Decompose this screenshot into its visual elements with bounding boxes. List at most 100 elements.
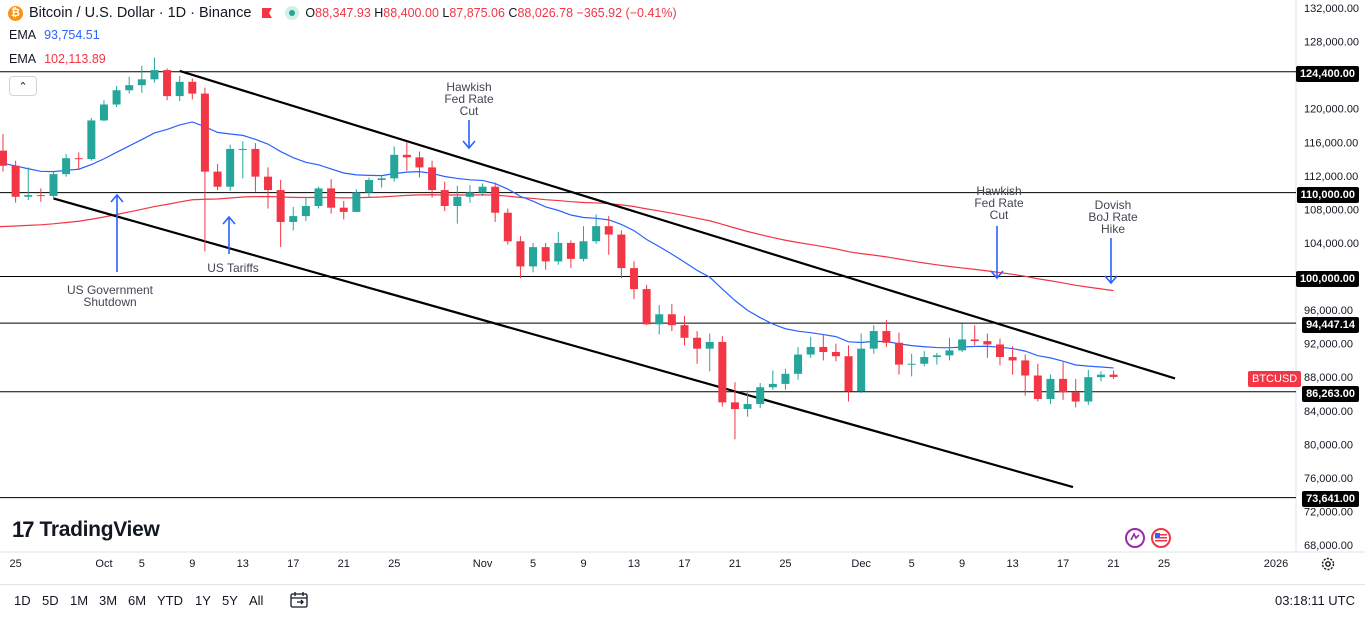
candle[interactable] (781, 368, 790, 390)
candle[interactable] (402, 142, 411, 171)
candle[interactable] (112, 86, 121, 108)
price-chart[interactable]: 132,000.00128,000.00124,000.00120,000.00… (0, 0, 1365, 584)
timeframe-all[interactable]: All (249, 593, 264, 608)
ema-fast-legend[interactable]: EMA 93,754.51 (9, 28, 100, 42)
candle[interactable] (945, 337, 954, 361)
candle[interactable] (200, 87, 209, 252)
candle[interactable] (175, 75, 184, 102)
candle[interactable] (150, 57, 159, 83)
candle[interactable] (794, 346, 803, 380)
candle[interactable] (377, 175, 386, 188)
candle[interactable] (440, 181, 449, 212)
candle[interactable] (74, 152, 83, 170)
candle[interactable] (579, 226, 588, 262)
market-status-icon[interactable] (285, 6, 300, 20)
candle[interactable] (1109, 370, 1118, 379)
timeframe-5d[interactable]: 5D (42, 593, 59, 608)
candle[interactable] (1021, 354, 1030, 396)
candle[interactable] (327, 179, 336, 214)
candle[interactable] (869, 325, 878, 354)
candle[interactable] (415, 151, 424, 178)
annotation-shutdown[interactable]: US Government Shutdown (66, 283, 154, 309)
candle[interactable] (932, 352, 941, 365)
candle[interactable] (566, 240, 575, 269)
candle[interactable] (1059, 362, 1068, 400)
timeframe-3m[interactable]: 3M (99, 593, 118, 608)
event-badges[interactable] (1124, 527, 1174, 549)
candle[interactable] (806, 336, 815, 358)
candle[interactable] (895, 332, 904, 375)
candle[interactable] (87, 117, 96, 161)
collapse-legend-button[interactable]: ⌃ (9, 76, 37, 96)
tradingview-logo[interactable]: 17 TradingView (12, 517, 160, 543)
candle[interactable] (995, 338, 1004, 366)
annotation-boj-hike[interactable]: Dovish BoJ Rate Hike (1088, 198, 1138, 236)
candle[interactable] (983, 333, 992, 358)
candle[interactable] (844, 345, 853, 402)
candle[interactable] (705, 333, 714, 372)
candle[interactable] (617, 230, 626, 279)
candle[interactable] (592, 214, 601, 244)
candle[interactable] (907, 353, 916, 377)
utc-clock[interactable]: 03:18:11 UTC (1275, 593, 1355, 608)
candle[interactable] (730, 382, 739, 440)
candle[interactable] (49, 170, 58, 198)
candle[interactable] (0, 133, 7, 172)
calendar-icon[interactable] (289, 590, 309, 610)
candle[interactable] (831, 343, 840, 362)
candle[interactable] (1084, 369, 1093, 405)
candle[interactable] (24, 167, 33, 201)
candle[interactable] (882, 320, 891, 347)
candle[interactable] (213, 164, 222, 191)
candle[interactable] (11, 160, 20, 203)
candle[interactable] (503, 208, 512, 245)
ema-slow-legend[interactable]: EMA 102,113.89 (9, 52, 106, 66)
candle[interactable] (264, 167, 273, 209)
candle[interactable] (163, 68, 172, 101)
candle[interactable] (137, 65, 146, 93)
candle[interactable] (478, 183, 487, 196)
candle[interactable] (364, 177, 373, 197)
candle[interactable] (541, 242, 550, 270)
candle[interactable] (630, 261, 638, 300)
candle[interactable] (819, 334, 828, 361)
candle[interactable] (314, 186, 323, 209)
candle[interactable] (516, 236, 525, 279)
timeframe-6m[interactable]: 6M (128, 593, 147, 608)
candle[interactable] (857, 333, 866, 394)
candle[interactable] (604, 216, 613, 255)
candle[interactable] (301, 197, 310, 222)
candle[interactable] (36, 188, 45, 202)
candle[interactable] (99, 100, 108, 122)
candle[interactable] (756, 383, 765, 409)
candle[interactable] (718, 336, 727, 407)
candle[interactable] (1008, 346, 1017, 375)
candle[interactable] (251, 143, 260, 192)
candle[interactable] (768, 370, 777, 390)
annotation-tariffs[interactable]: US Tariffs (207, 261, 259, 275)
candle[interactable] (920, 351, 929, 367)
candle[interactable] (554, 232, 563, 265)
gear-icon[interactable] (1320, 556, 1336, 572)
candle[interactable] (289, 206, 298, 231)
symbol-title[interactable]: Bitcoin / U.S. Dollar · 1D · Binance (29, 5, 252, 21)
candle[interactable] (529, 242, 538, 273)
candle[interactable] (226, 144, 235, 191)
candle[interactable] (238, 141, 247, 179)
candle[interactable] (453, 185, 462, 224)
candle[interactable] (188, 78, 197, 100)
candle[interactable] (693, 331, 702, 364)
candle[interactable] (667, 304, 676, 332)
candle[interactable] (465, 185, 474, 203)
candle[interactable] (743, 390, 752, 417)
candle[interactable] (1071, 378, 1080, 408)
candle[interactable] (655, 305, 664, 335)
candle[interactable] (428, 160, 437, 198)
candle[interactable] (125, 76, 134, 94)
flag-icon[interactable] (261, 7, 273, 19)
candle[interactable] (1033, 363, 1042, 402)
candle[interactable] (958, 323, 967, 353)
timeframe-1d[interactable]: 1D (14, 593, 31, 608)
annotation-hawkish-cut-1[interactable]: Hawkish Fed Rate Cut (444, 80, 494, 118)
timeframe-ytd[interactable]: YTD (157, 593, 183, 608)
